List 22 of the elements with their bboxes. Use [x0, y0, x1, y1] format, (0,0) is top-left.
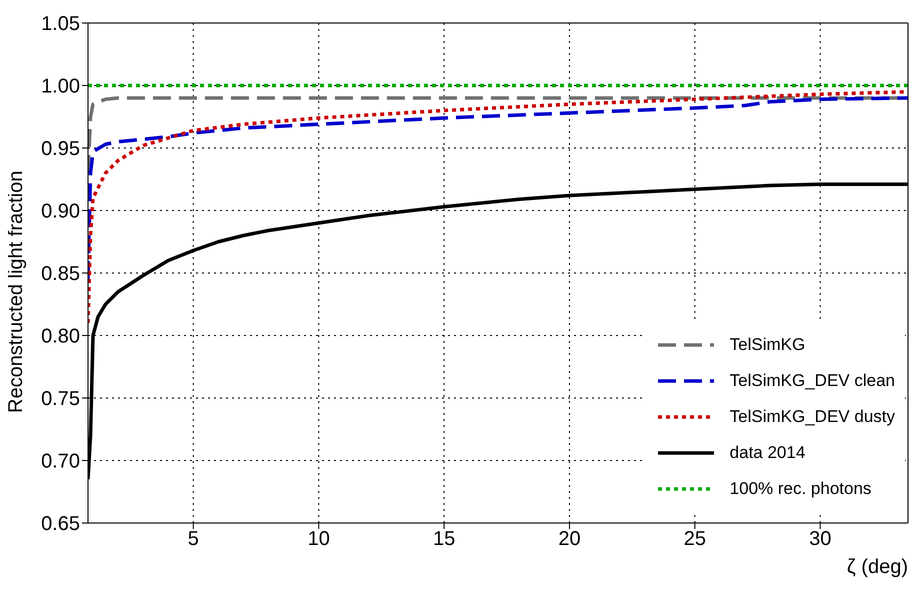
- y-tick-label: 0.80: [41, 326, 80, 348]
- x-tick-label: 20: [558, 528, 581, 550]
- y-tick-label: 1.00: [41, 76, 80, 98]
- y-axis-title: Reconstructed light fraction: [5, 170, 28, 413]
- legend-label: 100% rec. photons: [730, 479, 872, 499]
- y-tick-label: 0.85: [41, 263, 80, 286]
- x-tick-label: 10: [308, 528, 330, 550]
- y-tick-label: 0.70: [41, 450, 80, 473]
- y-tick-label: 0.90: [41, 200, 80, 223]
- x-tick-label: 15: [432, 528, 456, 550]
- legend-label: TelSimKG: [730, 335, 806, 355]
- legend-label: TelSimKG_DEV dusty: [730, 407, 895, 427]
- x-axis-title: ζ (deg): [846, 556, 908, 578]
- legend-label: data 2014: [730, 443, 806, 463]
- x-tick-label: 25: [684, 528, 706, 550]
- y-tick-label: 1.05: [41, 13, 80, 36]
- x-tick-label: 30: [809, 528, 832, 550]
- y-tick-label: 0.65: [41, 513, 80, 536]
- y-tick-label: 0.95: [41, 138, 80, 160]
- legend-label: TelSimKG_DEV clean: [730, 371, 895, 391]
- x-tick-label: 5: [188, 528, 199, 550]
- y-tick-label: 0.75: [41, 388, 80, 410]
